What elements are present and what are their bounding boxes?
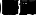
- Point: [23, 12, 24, 13]
- Point: [3, 9, 4, 10]
- Point: [3, 6, 4, 7]
- Point: [24, 11, 25, 12]
- Point: [32, 11, 33, 12]
- Point: [6, 6, 7, 7]
- Point: [24, 11, 25, 12]
- Point: [4, 11, 5, 12]
- Point: [27, 8, 28, 9]
- Point: [5, 5, 6, 6]
- Point: [3, 12, 4, 13]
- Point: [13, 3, 14, 4]
- Point: [5, 5, 6, 6]
- Text: R$^2$ = 0.65, $p$ < 0.001 (n = 461): R$^2$ = 0.65, $p$ < 0.001 (n = 461): [21, 2, 36, 15]
- Point: [27, 8, 28, 9]
- Point: [25, 12, 26, 13]
- Legend: Grassland, Sparse vegetation: Grassland, Sparse vegetation: [13, 13, 36, 15]
- Point: [3, 10, 4, 11]
- Point: [3, 11, 4, 12]
- Point: [28, 7, 29, 8]
- Point: [26, 9, 27, 10]
- Text: (b): (b): [20, 0, 36, 1]
- Point: [32, 11, 33, 12]
- Text: R$^2$ = 0.59, $p$ < 0.001 (n = 206): R$^2$ = 0.59, $p$ < 0.001 (n = 206): [3, 2, 36, 15]
- Point: [29, 7, 30, 8]
- Point: [4, 10, 5, 11]
- Point: [8, 7, 9, 8]
- Point: [29, 7, 30, 8]
- Point: [29, 6, 30, 7]
- Point: [24, 12, 25, 13]
- Point: [31, 6, 32, 7]
- Point: [8, 7, 9, 8]
- Point: [31, 6, 32, 7]
- Point: [25, 11, 26, 12]
- Point: [3, 10, 4, 11]
- Text: 1:1: 1:1: [0, 0, 16, 13]
- Point: [4, 10, 5, 11]
- Point: [24, 11, 25, 12]
- Legend: Grassland, Forest, Sparse vegetation, Wetland, Shrubland: Grassland, Forest, Sparse vegetation, We…: [32, 12, 36, 15]
- Point: [24, 11, 25, 12]
- Text: 1:1: 1:1: [2, 0, 34, 13]
- Point: [24, 11, 25, 12]
- Point: [26, 9, 27, 10]
- Text: (a): (a): [1, 0, 35, 1]
- Point: [22, 12, 23, 13]
- Point: [24, 12, 25, 13]
- Point: [5, 6, 6, 7]
- Point: [22, 12, 23, 13]
- Point: [32, 6, 33, 7]
- Point: [5, 6, 6, 7]
- Point: [25, 12, 26, 13]
- Point: [4, 7, 5, 8]
- Point: [5, 5, 6, 6]
- Point: [27, 11, 28, 12]
- Point: [30, 6, 31, 7]
- Point: [24, 12, 25, 13]
- Point: [24, 12, 25, 13]
- Point: [29, 6, 30, 7]
